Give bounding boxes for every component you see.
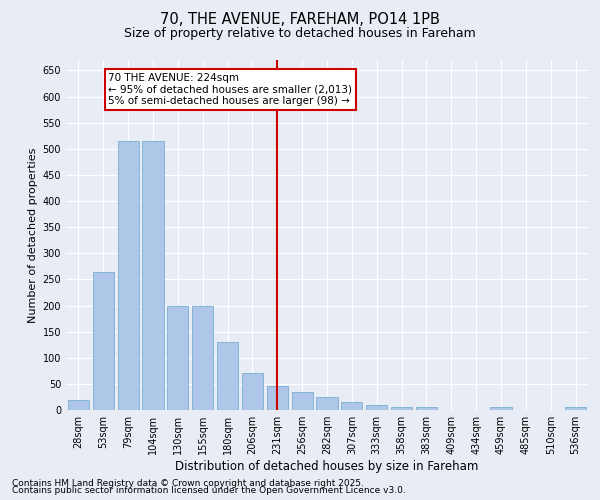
Text: 70 THE AVENUE: 224sqm
← 95% of detached houses are smaller (2,013)
5% of semi-de: 70 THE AVENUE: 224sqm ← 95% of detached … bbox=[108, 73, 352, 106]
Bar bbox=[242, 374, 263, 410]
Bar bbox=[142, 141, 164, 410]
Bar bbox=[341, 402, 362, 410]
Bar bbox=[217, 342, 238, 410]
Bar bbox=[391, 408, 412, 410]
X-axis label: Distribution of detached houses by size in Fareham: Distribution of detached houses by size … bbox=[175, 460, 479, 473]
Bar bbox=[292, 392, 313, 410]
Text: Size of property relative to detached houses in Fareham: Size of property relative to detached ho… bbox=[124, 28, 476, 40]
Bar bbox=[565, 408, 586, 410]
Text: Contains public sector information licensed under the Open Government Licence v3: Contains public sector information licen… bbox=[12, 486, 406, 495]
Y-axis label: Number of detached properties: Number of detached properties bbox=[28, 148, 38, 322]
Text: 70, THE AVENUE, FAREHAM, PO14 1PB: 70, THE AVENUE, FAREHAM, PO14 1PB bbox=[160, 12, 440, 28]
Text: Contains HM Land Registry data © Crown copyright and database right 2025.: Contains HM Land Registry data © Crown c… bbox=[12, 478, 364, 488]
Bar bbox=[68, 400, 89, 410]
Bar bbox=[490, 408, 512, 410]
Bar bbox=[267, 386, 288, 410]
Bar bbox=[167, 306, 188, 410]
Bar bbox=[416, 408, 437, 410]
Bar bbox=[366, 405, 387, 410]
Bar bbox=[93, 272, 114, 410]
Bar bbox=[118, 141, 139, 410]
Bar bbox=[192, 306, 213, 410]
Bar bbox=[316, 397, 338, 410]
